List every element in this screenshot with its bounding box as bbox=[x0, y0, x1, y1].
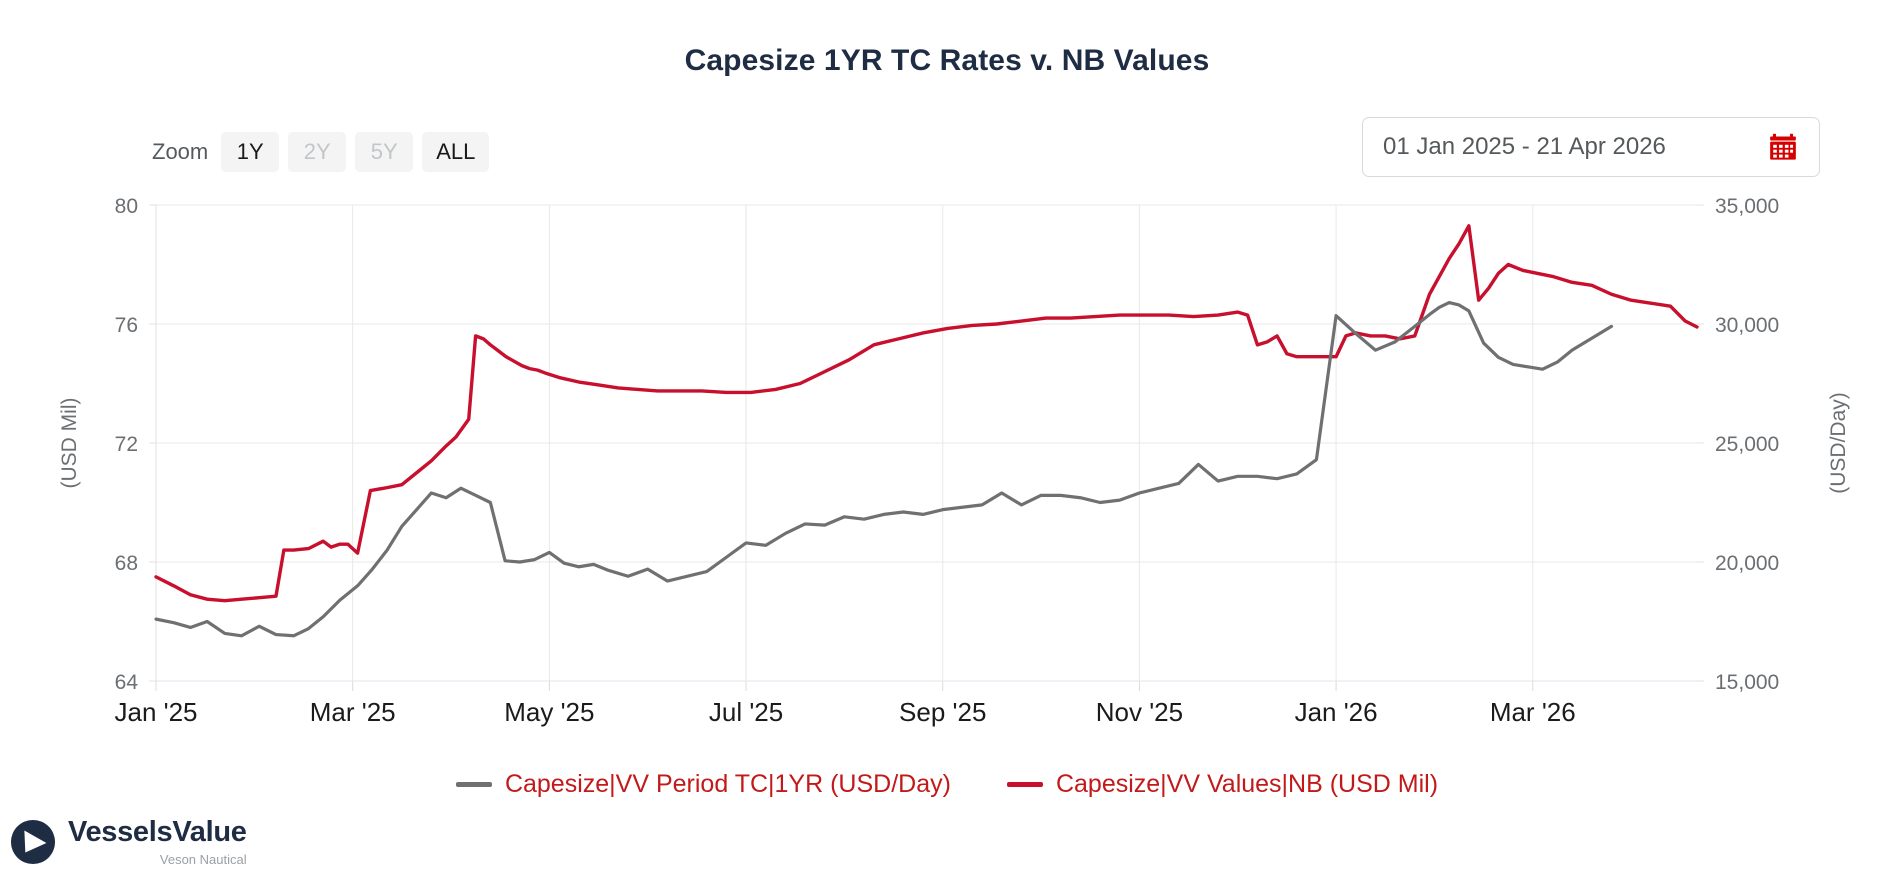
x-axis-tick: Sep '25 bbox=[899, 697, 986, 727]
y-axis-right-title: (USD/Day) bbox=[1827, 392, 1850, 494]
zoom-label: Zoom bbox=[152, 139, 209, 164]
legend-label-period-tc: Capesize|VV Period TC|1YR (USD/Day) bbox=[504, 770, 951, 798]
y-axis-right-tick: 15,000 bbox=[1715, 671, 1779, 694]
legend-swatch-red bbox=[1006, 782, 1043, 787]
y-axis-left-tick: 72 bbox=[115, 433, 138, 456]
y-axis-right-tick: 35,000 bbox=[1715, 195, 1779, 218]
y-axis-left-tick: 76 bbox=[115, 314, 138, 337]
x-axis-tick: Jan '25 bbox=[114, 697, 197, 727]
zoom-button-5y[interactable]: 5Y bbox=[355, 132, 414, 172]
y-axis-right-tick: 30,000 bbox=[1715, 314, 1779, 337]
y-axis-left-tick: 80 bbox=[115, 195, 138, 218]
x-axis-tick: Mar '26 bbox=[1490, 697, 1576, 727]
legend-item-period-tc[interactable]: Capesize|VV Period TC|1YR (USD/Day) bbox=[455, 770, 951, 799]
calendar-icon[interactable] bbox=[1769, 133, 1797, 161]
y-axis-right-tick: 20,000 bbox=[1715, 552, 1779, 575]
logo-wordmark: VesselsValue Veson Nautical bbox=[68, 816, 247, 867]
y-axis-left-tick: 68 bbox=[115, 552, 138, 575]
logo-tagline: Veson Nautical bbox=[159, 852, 247, 867]
vesselsvalue-mark-icon bbox=[10, 819, 56, 865]
legend-swatch-grey bbox=[455, 782, 492, 787]
data-series bbox=[154, 224, 1699, 638]
zoom-button-all[interactable]: ALL bbox=[422, 132, 490, 172]
x-axis-tick: Jan '26 bbox=[1295, 697, 1378, 727]
axis-labels: 64 68 72 76 80 15,000 20,000 25,000 30,000 35,000… bbox=[58, 195, 1850, 727]
y-axis-left-tick: 64 bbox=[115, 671, 139, 694]
grid-lines bbox=[149, 204, 1704, 691]
zoom-button-1y[interactable]: 1Y bbox=[221, 132, 280, 172]
series-line-1 bbox=[154, 224, 1699, 603]
y-axis-left-title: (USD Mil) bbox=[58, 398, 81, 489]
x-axis-tick: Jul '25 bbox=[709, 697, 783, 727]
zoom-button-2y[interactable]: 2Y bbox=[288, 132, 347, 172]
zoom-controls: Zoom 1Y 2Y 5Y ALL bbox=[152, 132, 490, 172]
vesselsvalue-logo: VesselsValue Veson Nautical bbox=[10, 818, 247, 866]
legend-label-nb-values: Capesize|VV Values|NB (USD Mil) bbox=[1055, 770, 1439, 798]
series-line-2 bbox=[154, 300, 1614, 638]
chart-legend: Capesize|VV Period TC|1YR (USD/Day) Cape… bbox=[0, 770, 1894, 799]
y-axis-right-tick: 25,000 bbox=[1715, 433, 1779, 456]
legend-item-nb-values[interactable]: Capesize|VV Values|NB (USD Mil) bbox=[1006, 770, 1439, 799]
x-axis-tick: Mar '25 bbox=[310, 697, 396, 727]
page-title: Capesize 1YR TC Rates v. NB Values bbox=[684, 44, 1210, 77]
x-axis-tick: May '25 bbox=[504, 697, 594, 727]
x-axis-tick: Nov '25 bbox=[1096, 697, 1183, 727]
date-range-value: 01 Jan 2025 - 21 Apr 2026 bbox=[1383, 133, 1666, 160]
logo-name: VesselsValue bbox=[68, 816, 247, 848]
date-range-picker[interactable]: 01 Jan 2025 - 21 Apr 2026 bbox=[1362, 117, 1820, 177]
